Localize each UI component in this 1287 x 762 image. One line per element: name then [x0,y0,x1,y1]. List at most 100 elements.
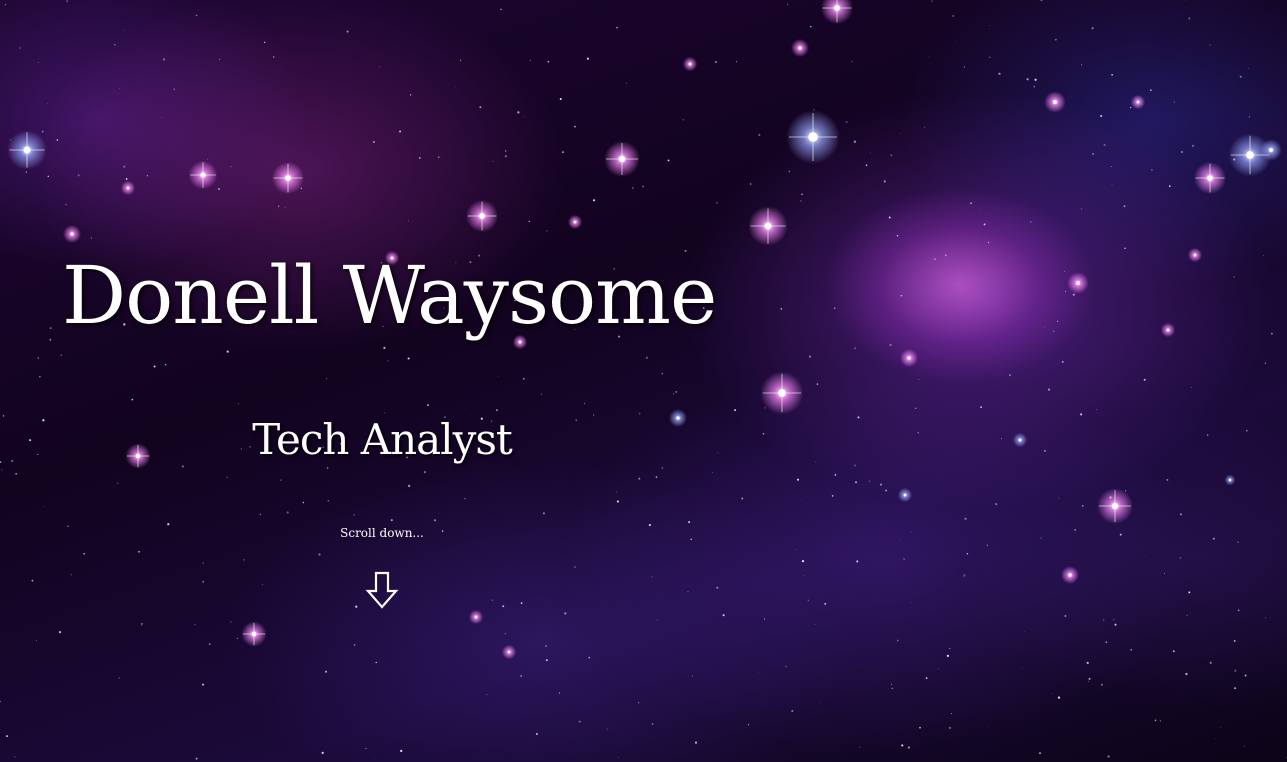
dust-star [545,645,547,647]
dust-star [613,267,616,270]
dust-star [810,26,812,28]
dust-star [182,311,185,314]
dust-star [443,307,445,309]
dust-star [845,121,848,124]
dust-star [546,230,548,232]
dust-star [427,404,429,406]
dust-star [19,47,21,49]
dust-star [326,377,327,379]
dust-star [529,59,531,62]
dust-star [380,261,383,264]
dust-star [119,87,121,89]
dust-star [815,461,817,463]
dust-star [202,319,205,322]
dust-star [998,72,1001,75]
dust-star [1008,374,1011,377]
dust-star [762,432,765,435]
dust-star [164,363,167,366]
dust-star [408,220,409,222]
dust-star [924,126,926,128]
dust-star [384,412,386,414]
dust-star [505,150,507,152]
dust-star [956,39,957,41]
dust-star [520,675,522,677]
dust-star [1053,330,1055,332]
dust-star [218,188,220,190]
down-arrow-icon[interactable] [365,570,399,610]
dust-star [1047,388,1051,391]
dust-star [1233,639,1236,642]
dust-star [123,165,126,168]
star-spike [822,0,852,23]
dust-star [541,393,542,395]
dust-star [411,221,413,222]
dust-star [517,111,520,114]
dust-star [638,477,641,480]
dust-star [1237,609,1240,612]
dust-star [688,521,691,524]
dust-star [1057,696,1061,699]
star-spike [242,622,266,646]
dust-star [491,599,494,602]
dust-star [459,59,462,62]
dust-star [1234,669,1237,672]
dust-star [642,185,645,188]
dust-star [673,393,675,395]
dust-star [1080,208,1082,210]
dust-star [747,724,750,726]
dust-star [899,540,901,541]
dust-star [148,324,150,325]
dust-star [1173,101,1175,103]
dust-star [249,446,251,448]
dust-star [1100,683,1103,686]
dust-star [340,443,342,445]
dust-star [1179,513,1182,516]
dust-star [365,748,367,749]
dust-star [574,566,576,568]
dust-star [409,94,412,96]
dust-star [586,57,589,60]
dust-star [65,203,67,206]
dust-star [66,0,69,3]
dust-star [387,360,389,362]
dust-star [949,647,951,650]
bright-star [907,356,911,360]
dust-star [1248,116,1251,118]
dust-star [661,467,664,469]
dust-star [1124,247,1126,250]
dust-star [952,15,954,17]
dust-star [980,406,983,409]
dust-star [808,355,812,358]
dust-star [786,3,789,5]
dust-star [593,414,595,416]
dust-star [1,469,3,471]
dust-star [1023,631,1025,632]
dust-star [801,560,805,563]
dust-star [684,249,687,252]
dust-star [117,482,119,484]
dust-star [675,391,678,393]
star-spike [467,201,497,231]
dust-star [1209,44,1211,46]
bright-star [70,232,74,236]
dust-star [195,757,198,760]
dust-star [1088,681,1090,682]
dust-star [1248,68,1249,69]
dust-star [758,133,761,136]
dust-star [1245,429,1248,432]
dust-star [218,58,221,61]
dust-star [1163,572,1165,574]
dust-star [1220,727,1222,728]
dust-star [140,622,143,625]
dust-star [0,461,2,463]
dust-star [207,158,209,160]
dust-star [1191,144,1195,147]
dust-star [77,174,80,177]
dust-star [1129,106,1132,109]
dust-star [321,751,324,755]
dust-star [1081,505,1084,507]
dust-star [1096,409,1098,411]
dust-star [1244,674,1247,677]
dust-star [1111,184,1113,186]
dust-star [1190,387,1192,389]
